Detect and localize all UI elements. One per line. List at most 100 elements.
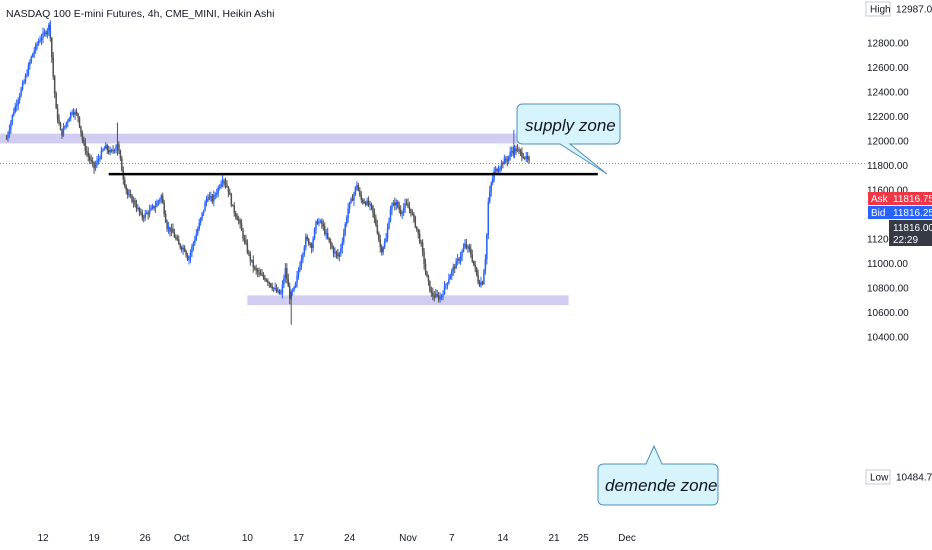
- candle[interactable]: [367, 196, 370, 208]
- candle[interactable]: [102, 148, 104, 153]
- candle[interactable]: [309, 242, 311, 248]
- candle[interactable]: [145, 210, 148, 215]
- candle[interactable]: [112, 145, 114, 154]
- candle[interactable]: [88, 153, 91, 165]
- candle[interactable]: [27, 62, 30, 77]
- candle[interactable]: [526, 152, 529, 163]
- candle[interactable]: [56, 103, 59, 124]
- candle[interactable]: [340, 243, 342, 257]
- candle[interactable]: [386, 223, 389, 242]
- candle[interactable]: [214, 192, 217, 200]
- candle[interactable]: [65, 121, 68, 129]
- candle[interactable]: [211, 193, 214, 204]
- candle[interactable]: [481, 280, 484, 286]
- candle[interactable]: [300, 254, 303, 270]
- candle[interactable]: [175, 234, 177, 241]
- candle[interactable]: [416, 226, 418, 232]
- candle[interactable]: [312, 236, 314, 252]
- candle[interactable]: [321, 218, 323, 229]
- candle[interactable]: [389, 205, 392, 223]
- candle[interactable]: [218, 184, 221, 191]
- candle[interactable]: [176, 234, 179, 242]
- candle[interactable]: [36, 41, 38, 50]
- candle[interactable]: [210, 191, 212, 202]
- candle[interactable]: [156, 199, 158, 208]
- candle[interactable]: [359, 187, 361, 198]
- candle[interactable]: [343, 228, 345, 245]
- candle[interactable]: [411, 209, 414, 216]
- candle[interactable]: [34, 42, 37, 54]
- candle[interactable]: [221, 174, 224, 188]
- candle[interactable]: [486, 233, 488, 265]
- candle[interactable]: [319, 219, 322, 224]
- candle[interactable]: [453, 263, 456, 274]
- candle[interactable]: [5, 135, 8, 140]
- candle[interactable]: [264, 274, 266, 282]
- candle[interactable]: [313, 227, 316, 241]
- candle[interactable]: [186, 252, 189, 261]
- candle[interactable]: [157, 199, 160, 206]
- candle[interactable]: [449, 273, 452, 280]
- candle[interactable]: [232, 204, 234, 207]
- candle[interactable]: [443, 281, 446, 296]
- candle[interactable]: [424, 258, 427, 276]
- candle[interactable]: [310, 242, 313, 254]
- candle[interactable]: [52, 52, 54, 80]
- candle[interactable]: [224, 177, 227, 189]
- candle[interactable]: [483, 269, 485, 286]
- candle[interactable]: [253, 265, 256, 271]
- candle[interactable]: [375, 214, 377, 227]
- candle[interactable]: [318, 217, 320, 227]
- candle[interactable]: [506, 156, 509, 167]
- candle[interactable]: [287, 273, 290, 288]
- candle[interactable]: [100, 146, 103, 160]
- candle[interactable]: [421, 239, 424, 257]
- candle[interactable]: [167, 221, 170, 235]
- candle[interactable]: [357, 182, 360, 192]
- candle[interactable]: [427, 274, 430, 286]
- candle[interactable]: [267, 278, 269, 286]
- candle[interactable]: [344, 222, 346, 237]
- candle[interactable]: [185, 249, 187, 258]
- candle[interactable]: [363, 198, 365, 205]
- candle[interactable]: [132, 196, 135, 208]
- candle[interactable]: [370, 202, 373, 211]
- candle[interactable]: [258, 267, 260, 278]
- candle[interactable]: [110, 148, 113, 153]
- candle[interactable]: [448, 273, 450, 285]
- candle[interactable]: [252, 255, 254, 273]
- candle[interactable]: [10, 120, 12, 135]
- candle[interactable]: [180, 245, 183, 253]
- candle[interactable]: [397, 200, 399, 209]
- candle[interactable]: [178, 235, 180, 245]
- candle[interactable]: [497, 165, 500, 173]
- candle[interactable]: [61, 128, 63, 139]
- candle[interactable]: [261, 269, 263, 277]
- candle[interactable]: [24, 73, 27, 84]
- candle[interactable]: [510, 146, 513, 157]
- candle[interactable]: [64, 125, 66, 130]
- candle[interactable]: [15, 99, 18, 112]
- candle[interactable]: [259, 269, 262, 276]
- candle[interactable]: [326, 227, 329, 240]
- candle[interactable]: [392, 199, 395, 207]
- candle[interactable]: [470, 244, 472, 258]
- candle[interactable]: [272, 286, 275, 293]
- candle[interactable]: [255, 264, 257, 275]
- candle[interactable]: [461, 249, 463, 262]
- candle[interactable]: [14, 102, 17, 114]
- candle[interactable]: [478, 279, 481, 287]
- candle[interactable]: [420, 239, 422, 247]
- candle[interactable]: [208, 192, 211, 201]
- candle[interactable]: [233, 202, 236, 217]
- candle[interactable]: [380, 244, 383, 256]
- candle[interactable]: [513, 144, 516, 159]
- candle[interactable]: [494, 165, 497, 174]
- candle[interactable]: [96, 155, 98, 168]
- candle[interactable]: [42, 27, 44, 44]
- candle[interactable]: [215, 188, 218, 199]
- candle[interactable]: [239, 218, 241, 229]
- candle[interactable]: [183, 245, 186, 253]
- candle[interactable]: [385, 232, 387, 243]
